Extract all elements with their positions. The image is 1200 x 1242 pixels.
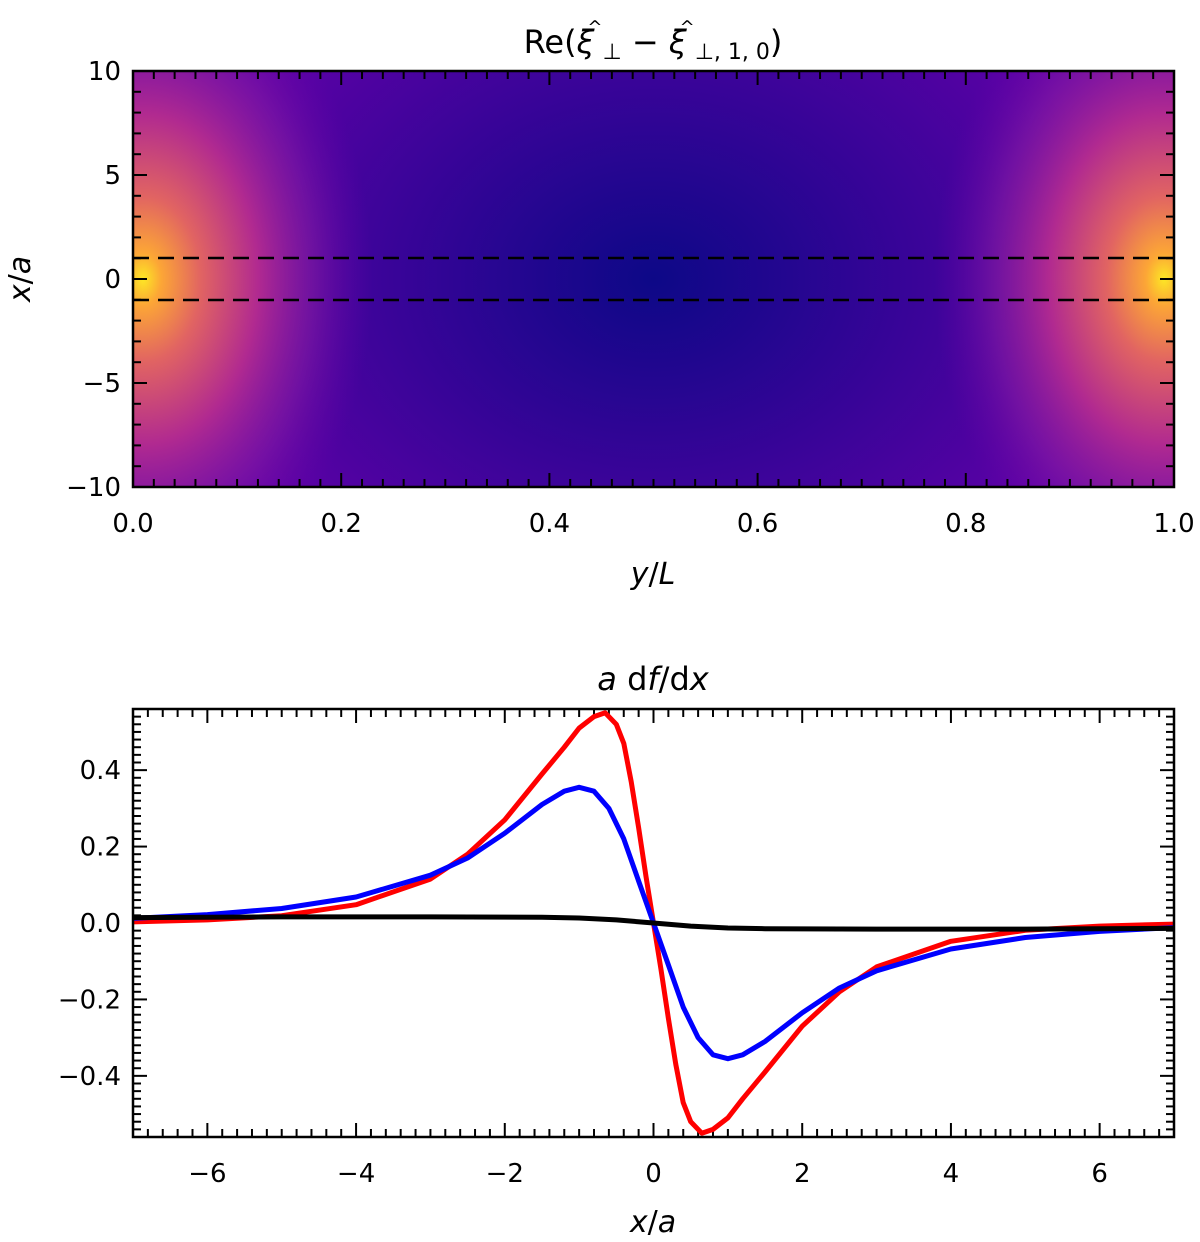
line-series [133,710,1174,1136]
heatmap-ytick-labels: 10 5 0 −5 −10 [66,57,121,503]
heatmap-dark-center [183,71,1123,487]
y-tick-label: −0.2 [58,985,121,1015]
x-tick-label: 6 [1091,1159,1108,1189]
x-tick-label: 0.0 [112,509,153,539]
line-xtick-labels: −6 −4 −2 0 2 4 6 [188,1159,1108,1189]
y-tick-label: −0.4 [58,1062,121,1092]
heatmap-ylabel: x/a [3,256,38,303]
y-tick-label: −10 [66,473,121,503]
line-panel: −6 −4 −2 0 2 4 6 0.4 0.2 0.0 −0.2 −0.4 a df/dx x/a [58,660,1176,1240]
x-tick-label: 0.4 [529,509,570,539]
x-tick-label: 0.8 [945,509,986,539]
line-title: a df/dx [597,660,709,698]
y-tick-label: 0 [104,265,121,295]
x-tick-label: 0.6 [737,509,778,539]
y-tick-label: 5 [104,161,121,191]
line-xlabel: x/a [629,1205,676,1240]
heatmap-bright-spot-left [133,71,373,487]
x-tick-label: 1.0 [1153,509,1194,539]
heatmap-title: Re(ξ^⊥ − ξ^⊥, 1, 0) [524,17,783,65]
heatmap-frame [131,69,1176,489]
y-tick-label: 0.2 [80,833,121,863]
x-tick-label: −4 [337,1159,375,1189]
x-tick-label: −6 [188,1159,226,1189]
x-tick-label: 2 [794,1159,811,1189]
x-tick-label: 4 [943,1159,960,1189]
heatmap-panel: 0.0 0.2 0.4 0.6 0.8 1.0 10 5 0 −5 −10 Re(ξ^⊥ − ξ^… [3,17,1195,592]
line-ticks [132,708,1175,1138]
series-line-black [133,914,1174,932]
x-tick-label: 0 [645,1159,662,1189]
y-tick-label: −5 [83,369,121,399]
y-tick-label: 0.0 [80,909,121,939]
line-frame [131,707,1176,1139]
heatmap-field [133,71,1174,487]
x-tick-label: 0.2 [321,509,362,539]
line-ytick-labels: 0.4 0.2 0.0 −0.2 −0.4 [58,756,121,1092]
y-tick-label: 0.4 [80,756,121,786]
heatmap-xtick-labels: 0.0 0.2 0.4 0.6 0.8 1.0 [112,509,1194,539]
x-tick-label: −2 [486,1159,524,1189]
y-tick-label: 10 [88,57,121,87]
heatmap-xlabel: y/L [630,557,676,592]
heatmap-bright-spot-right [934,71,1174,487]
